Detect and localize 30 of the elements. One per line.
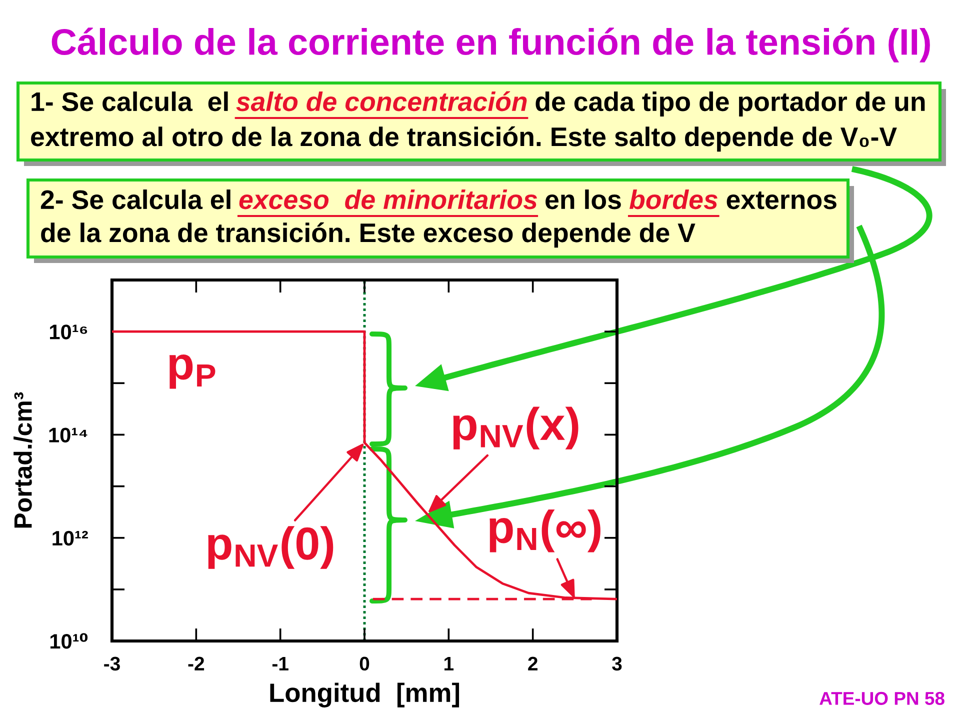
text: ATE-UO PN 58 (820, 692, 944, 705)
y-tick-label: 10¹⁴ (49, 428, 88, 442)
annotation: p$_{P}$ (170, 354, 216, 389)
x-tick-label: -3 (104, 656, 120, 671)
y-axis-title: Portad./cm³ (14, 392, 32, 528)
text: 1- Se calcula el (32, 92, 228, 112)
y-tick-label: 10¹² (52, 530, 88, 546)
x-axis-title: Longitud [mm] (270, 682, 460, 708)
text: externos (726, 191, 836, 210)
y-tick-label: 10¹⁶ (50, 324, 88, 340)
chart-title: Cálculo de la corriente en función de la tensión (II) (52, 28, 930, 62)
text: bordes (629, 190, 718, 210)
x-tick-label: -2 (188, 656, 204, 670)
x-tick-label: 1 (444, 656, 454, 670)
annotation: p$_{NV}$(0) (208, 526, 334, 569)
text: 2- Se calcula el (40, 190, 230, 210)
text: exceso de minoritarios (239, 190, 538, 210)
x-tick-label: 2 (528, 656, 538, 670)
x-tick-label: 3 (612, 656, 622, 671)
text: en los (546, 190, 621, 210)
text: de cada tipo de portador de un (536, 92, 925, 116)
annotation: p$_{NV}$(x) (453, 406, 578, 450)
annotation: p$_{N}$(∞) (490, 510, 600, 552)
text: extremo al otro de la zona de transición. Este salto depende de V₀-V (31, 126, 897, 152)
x-tick-label: -1 (272, 656, 288, 670)
x-tick-label: 0 (360, 656, 370, 671)
y-tick-label: 10¹⁰ (50, 633, 88, 649)
line-series (112, 330, 617, 600)
text: salto de concentración (236, 91, 527, 112)
text: de la zona de transición. Este exceso depende de V (41, 222, 696, 248)
